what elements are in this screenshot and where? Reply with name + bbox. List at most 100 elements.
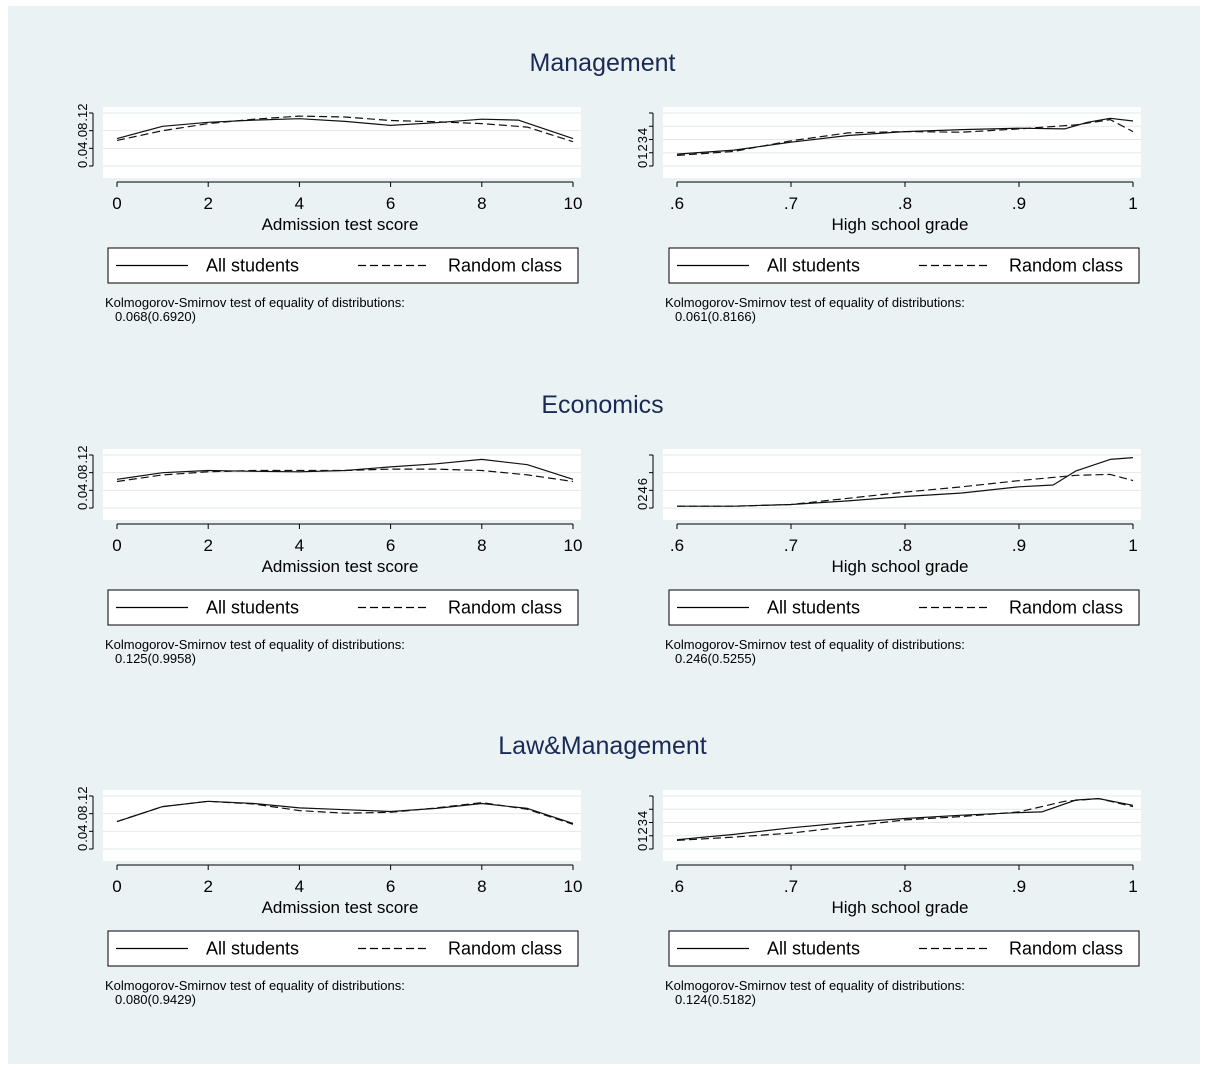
y-tick-labels: 0.04.08.12 bbox=[75, 787, 90, 851]
x-tick-label: 4 bbox=[295, 536, 304, 555]
legend-label-all-students: All students bbox=[767, 256, 860, 276]
y-tick-labels: 0.04.08.12 bbox=[75, 104, 90, 168]
x-tick-label: 8 bbox=[477, 877, 486, 896]
series-line-random-class bbox=[676, 118, 1134, 156]
series-line-all-students bbox=[116, 118, 574, 140]
ks-test-value: 0.125(0.9958) bbox=[115, 651, 196, 666]
y-tick-label: 1 bbox=[635, 153, 650, 160]
ks-test-label: Kolmogorov-Smirnov test of equality of d… bbox=[105, 637, 405, 652]
x-axis-label: Admission test score bbox=[262, 557, 419, 576]
plot-area bbox=[103, 449, 581, 520]
y-tick-label: 4 bbox=[635, 486, 650, 493]
x-tick-label: 10 bbox=[564, 536, 583, 555]
series-line-all-students bbox=[676, 117, 1134, 155]
y-tick-label: 2 bbox=[635, 495, 650, 502]
ks-test-value: 0.068(0.6920) bbox=[115, 309, 196, 324]
x-tick-label: .8 bbox=[898, 194, 912, 213]
y-tick-labels: 02 46 bbox=[635, 478, 650, 510]
x-tick-label: 2 bbox=[203, 536, 212, 555]
y-tick-label: .08 bbox=[75, 465, 90, 483]
x-tick-label: .9 bbox=[1012, 194, 1026, 213]
section-title-management: Management bbox=[529, 49, 676, 77]
legend-label-all-students: All students bbox=[206, 598, 299, 618]
ks-test-value: 0.124(0.5182) bbox=[675, 992, 756, 1007]
ks-test-value: 0.246(0.5255) bbox=[675, 651, 756, 666]
x-tick-label: 6 bbox=[386, 536, 395, 555]
x-tick-label: 6 bbox=[386, 877, 395, 896]
x-tick-label: .7 bbox=[784, 194, 798, 213]
y-tick-label: 0 bbox=[635, 844, 650, 851]
x-axis-label: Admission test score bbox=[262, 215, 419, 234]
y-tick-labels: 0.04.08.12 bbox=[75, 446, 90, 510]
legend-label-random-class: Random class bbox=[448, 598, 562, 618]
y-tick-label: .04 bbox=[75, 484, 90, 502]
plot-area bbox=[663, 790, 1141, 861]
y-tick-label: .04 bbox=[75, 142, 90, 160]
x-tick-label: 4 bbox=[295, 877, 304, 896]
x-tick-label: .6 bbox=[670, 877, 684, 896]
x-tick-label: 6 bbox=[386, 194, 395, 213]
y-tick-label: 4 bbox=[635, 128, 650, 135]
series-line-random-class bbox=[116, 800, 574, 825]
series-line-random-class bbox=[677, 473, 1134, 507]
x-tick-label: .8 bbox=[898, 877, 912, 896]
y-tick-labels: 01 234 bbox=[635, 811, 650, 851]
x-tick-label: 4 bbox=[295, 194, 304, 213]
section-title-economics: Economics bbox=[541, 391, 664, 419]
x-tick-label: 1 bbox=[1128, 194, 1137, 213]
series-line-all-students bbox=[677, 457, 1134, 507]
y-tick-label: 0 bbox=[75, 161, 90, 168]
x-tick-label: 10 bbox=[564, 877, 583, 896]
x-tick-label: .6 bbox=[670, 536, 684, 555]
y-tick-label: .08 bbox=[75, 806, 90, 824]
y-tick-label: .04 bbox=[75, 825, 90, 843]
y-tick-label: 0 bbox=[635, 503, 650, 510]
y-tick-labels: 01 234 bbox=[635, 128, 650, 168]
ks-test-label: Kolmogorov-Smirnov test of equality of d… bbox=[105, 978, 405, 993]
x-tick-label: .8 bbox=[898, 536, 912, 555]
x-tick-label: .9 bbox=[1012, 536, 1026, 555]
x-tick-label: 8 bbox=[477, 194, 486, 213]
series-line-random-class bbox=[116, 468, 574, 483]
y-tick-label: .12 bbox=[75, 104, 90, 122]
y-tick-label: 4 bbox=[635, 811, 650, 818]
series-line-random-class bbox=[116, 115, 574, 143]
x-tick-label: 8 bbox=[477, 536, 486, 555]
x-tick-label: 10 bbox=[564, 194, 583, 213]
x-tick-label: .6 bbox=[670, 194, 684, 213]
legend-label-all-students: All students bbox=[206, 256, 299, 276]
y-tick-label: 3 bbox=[635, 136, 650, 143]
x-axis-label: High school grade bbox=[831, 557, 968, 576]
section-title-law-management: Law&Management bbox=[498, 732, 707, 760]
legend-label-random-class: Random class bbox=[1009, 939, 1123, 959]
ks-test-value: 0.061(0.8166) bbox=[675, 309, 756, 324]
ks-test-label: Kolmogorov-Smirnov test of equality of d… bbox=[105, 295, 405, 310]
y-tick-label: .08 bbox=[75, 123, 90, 141]
x-tick-label: 0 bbox=[112, 194, 121, 213]
y-tick-label: 3 bbox=[635, 819, 650, 826]
x-tick-label: 0 bbox=[112, 536, 121, 555]
y-tick-label: 0 bbox=[75, 503, 90, 510]
y-tick-label: 2 bbox=[635, 144, 650, 151]
x-tick-label: 1 bbox=[1128, 877, 1137, 896]
ks-test-label: Kolmogorov-Smirnov test of equality of d… bbox=[665, 295, 965, 310]
x-tick-label: 0 bbox=[112, 877, 121, 896]
x-tick-label: .7 bbox=[784, 877, 798, 896]
series-line-random-class bbox=[676, 797, 1134, 841]
y-tick-label: 6 bbox=[635, 478, 650, 485]
legend-label-all-students: All students bbox=[767, 598, 860, 618]
x-axis-label: Admission test score bbox=[262, 898, 419, 917]
x-axis-label: High school grade bbox=[831, 215, 968, 234]
plot-area bbox=[663, 107, 1141, 178]
legend-label-random-class: Random class bbox=[1009, 256, 1123, 276]
plot-area bbox=[103, 107, 581, 178]
x-tick-label: .9 bbox=[1012, 877, 1026, 896]
legend-label-random-class: Random class bbox=[448, 939, 562, 959]
ks-test-label: Kolmogorov-Smirnov test of equality of d… bbox=[665, 978, 965, 993]
x-axis-label: High school grade bbox=[831, 898, 968, 917]
y-tick-label: 0 bbox=[635, 161, 650, 168]
x-tick-label: .7 bbox=[784, 536, 798, 555]
plot-area bbox=[663, 449, 1141, 520]
plot-area bbox=[103, 790, 581, 861]
